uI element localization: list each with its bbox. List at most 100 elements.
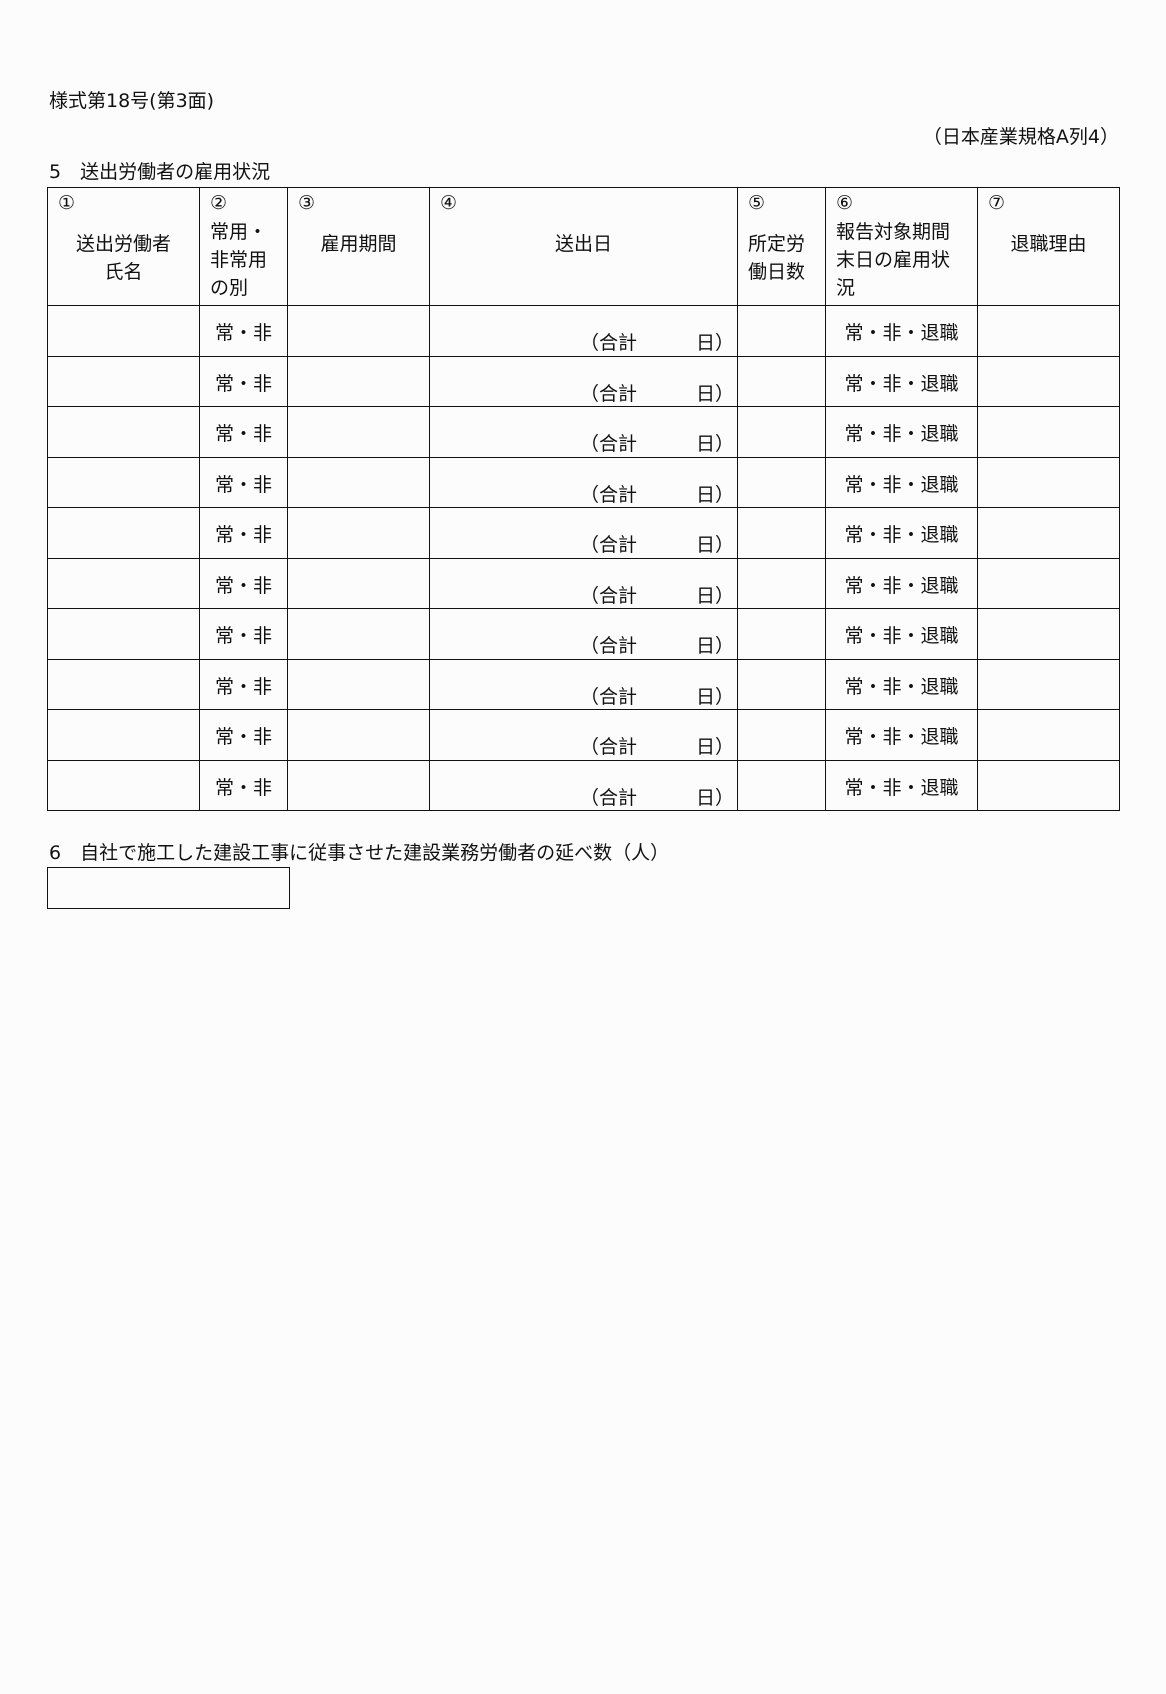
working-days-cell[interactable] [737,709,826,761]
employment-period-cell[interactable] [287,456,430,508]
dispatch-dates-cell[interactable]: （合計 日） [429,355,738,407]
resignation-reason-cell[interactable] [977,759,1120,811]
regular-type-cell[interactable]: 常・非 [199,557,288,609]
status-choice[interactable]: 常・非・退職 [844,524,959,546]
dispatch-dates-cell[interactable]: （合計 日） [429,456,738,508]
regular-choice[interactable]: 常・非 [214,574,272,597]
worker-name-cell[interactable] [47,557,200,609]
col-number: ④ [440,192,458,214]
worker-name-cell[interactable] [47,709,200,761]
dispatch-dates-cell[interactable]: （合計 日） [429,608,738,660]
resignation-reason-cell[interactable] [977,406,1120,458]
worker-name-cell[interactable] [47,759,200,811]
dispatch-dates-cell[interactable]: （合計 日） [429,557,738,609]
regular-type-cell[interactable]: 常・非 [199,608,288,660]
employment-period-cell[interactable] [287,305,430,357]
total-workers-input[interactable] [47,867,290,909]
status-choice[interactable]: 常・非・退職 [844,726,959,748]
status-cell[interactable]: 常・非・退職 [825,759,978,811]
dispatch-dates-cell[interactable]: （合計 日） [429,759,738,811]
regular-choice[interactable]: 常・非 [214,675,272,698]
resignation-reason-cell[interactable] [977,305,1120,357]
status-cell[interactable]: 常・非・退職 [825,709,978,761]
regular-choice[interactable]: 常・非 [214,776,272,799]
status-cell[interactable]: 常・非・退職 [825,305,978,357]
employment-period-cell[interactable] [287,608,430,660]
dispatch-dates-cell[interactable]: （合計 日） [429,406,738,458]
col-number: ① [58,192,76,214]
status-cell[interactable]: 常・非・退職 [825,507,978,559]
regular-type-cell[interactable]: 常・非 [199,456,288,508]
working-days-cell[interactable] [737,456,826,508]
regular-type-cell[interactable]: 常・非 [199,658,288,710]
employment-period-cell[interactable] [287,709,430,761]
status-cell[interactable]: 常・非・退職 [825,456,978,508]
regular-type-cell[interactable]: 常・非 [199,507,288,559]
worker-name-cell[interactable] [47,406,200,458]
working-days-cell[interactable] [737,759,826,811]
status-cell[interactable]: 常・非・退職 [825,658,978,710]
status-choice[interactable]: 常・非・退職 [844,776,959,799]
regular-choice[interactable]: 常・非 [214,322,272,344]
status-choice[interactable]: 常・非・退職 [844,574,959,597]
resignation-reason-cell[interactable] [977,658,1120,710]
regular-choice[interactable]: 常・非 [214,423,272,445]
working-days-cell[interactable] [737,507,826,559]
total-prefix: （合計 [580,736,638,758]
status-cell[interactable]: 常・非・退職 [825,406,978,458]
working-days-cell[interactable] [737,305,826,357]
dispatch-dates-cell[interactable]: （合計 日） [429,658,738,710]
worker-name-cell[interactable] [47,507,200,559]
header-row: ① 送出労働者 氏名 ② 常用・ 非常用 の別 ③ 雇用期間 ④ 送出日 ⑤ 所定労 働日… [47,187,1120,306]
working-days-cell[interactable] [737,658,826,710]
status-choice[interactable]: 常・非・退職 [844,372,959,395]
regular-type-cell[interactable]: 常・非 [199,759,288,811]
dispatch-dates-cell[interactable]: （合計 日） [429,709,738,761]
employment-period-cell[interactable] [287,406,430,458]
status-cell[interactable]: 常・非・退職 [825,355,978,407]
status-cell[interactable]: 常・非・退職 [825,608,978,660]
regular-type-cell[interactable]: 常・非 [199,709,288,761]
table-row: 常・非 （合計 日） 常・非・退職 [47,557,1120,609]
working-days-cell[interactable] [737,608,826,660]
employment-period-cell[interactable] [287,355,430,407]
employment-period-cell[interactable] [287,507,430,559]
resignation-reason-cell[interactable] [977,355,1120,407]
dispatch-dates-cell[interactable]: （合計 日） [429,507,738,559]
resignation-reason-cell[interactable] [977,608,1120,660]
total-days: （合計 日） [580,429,734,456]
regular-choice[interactable]: 常・非 [214,625,272,647]
worker-name-cell[interactable] [47,456,200,508]
regular-choice[interactable]: 常・非 [214,726,272,748]
status-choice[interactable]: 常・非・退職 [844,423,959,445]
regular-choice[interactable]: 常・非 [214,524,272,546]
worker-name-cell[interactable] [47,658,200,710]
status-choice[interactable]: 常・非・退職 [844,322,959,344]
regular-type-cell[interactable]: 常・非 [199,355,288,407]
regular-type-cell[interactable]: 常・非 [199,305,288,357]
total-prefix: （合計 [580,534,638,556]
worker-name-cell[interactable] [47,608,200,660]
resignation-reason-cell[interactable] [977,507,1120,559]
table-row: 常・非 （合計 日） 常・非・退職 [47,759,1120,811]
status-choice[interactable]: 常・非・退職 [844,625,959,647]
dispatch-dates-cell[interactable]: （合計 日） [429,305,738,357]
regular-choice[interactable]: 常・非 [214,473,272,496]
total-suffix: 日） [696,736,735,758]
working-days-cell[interactable] [737,355,826,407]
employment-period-cell[interactable] [287,658,430,710]
worker-name-cell[interactable] [47,305,200,357]
resignation-reason-cell[interactable] [977,709,1120,761]
regular-type-cell[interactable]: 常・非 [199,406,288,458]
worker-name-cell[interactable] [47,355,200,407]
status-choice[interactable]: 常・非・退職 [844,473,959,496]
status-choice[interactable]: 常・非・退職 [844,675,959,698]
working-days-cell[interactable] [737,406,826,458]
regular-choice[interactable]: 常・非 [214,372,272,395]
status-cell[interactable]: 常・非・退職 [825,557,978,609]
employment-period-cell[interactable] [287,759,430,811]
employment-period-cell[interactable] [287,557,430,609]
working-days-cell[interactable] [737,557,826,609]
resignation-reason-cell[interactable] [977,456,1120,508]
resignation-reason-cell[interactable] [977,557,1120,609]
